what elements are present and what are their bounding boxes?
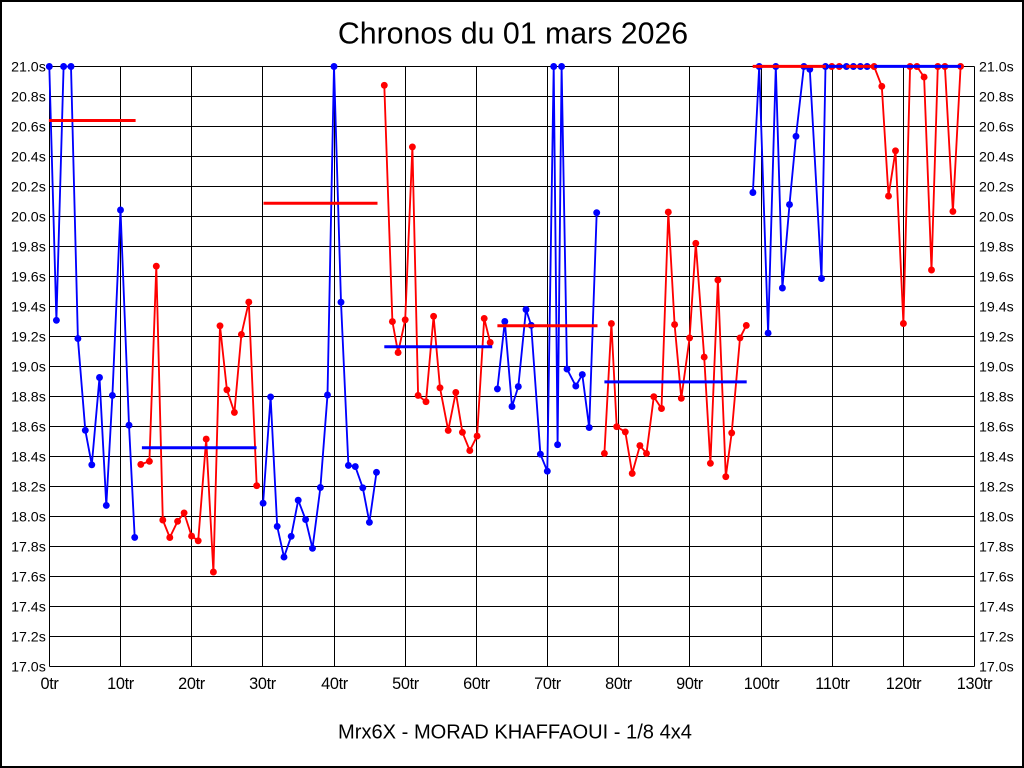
svg-text:80tr: 80tr bbox=[605, 675, 633, 693]
svg-text:20.8s: 20.8s bbox=[979, 89, 1014, 105]
svg-text:18.6s: 18.6s bbox=[11, 419, 46, 435]
svg-text:19.0s: 19.0s bbox=[11, 359, 46, 375]
svg-text:17.4s: 17.4s bbox=[11, 599, 46, 615]
svg-text:20.6s: 20.6s bbox=[11, 119, 46, 135]
svg-text:19.6s: 19.6s bbox=[979, 269, 1014, 285]
svg-text:18.0s: 18.0s bbox=[11, 509, 46, 525]
svg-text:20.2s: 20.2s bbox=[979, 179, 1014, 195]
svg-text:20.4s: 20.4s bbox=[979, 149, 1014, 165]
svg-text:18.2s: 18.2s bbox=[979, 479, 1014, 495]
svg-text:18.8s: 18.8s bbox=[979, 389, 1014, 405]
svg-text:20.0s: 20.0s bbox=[979, 209, 1014, 225]
svg-text:19.0s: 19.0s bbox=[979, 359, 1014, 375]
svg-text:18.6s: 18.6s bbox=[979, 419, 1014, 435]
svg-text:19.4s: 19.4s bbox=[979, 299, 1014, 315]
svg-text:17.6s: 17.6s bbox=[11, 569, 46, 585]
svg-text:21.0s: 21.0s bbox=[11, 59, 46, 75]
svg-text:20.8s: 20.8s bbox=[11, 89, 46, 105]
svg-text:40tr: 40tr bbox=[321, 675, 349, 693]
svg-text:0tr: 0tr bbox=[40, 675, 59, 693]
svg-text:19.6s: 19.6s bbox=[11, 269, 46, 285]
svg-text:10tr: 10tr bbox=[107, 675, 135, 693]
svg-text:17.4s: 17.4s bbox=[979, 599, 1014, 615]
svg-text:20.2s: 20.2s bbox=[11, 179, 46, 195]
svg-text:20.0s: 20.0s bbox=[11, 209, 46, 225]
svg-text:18.2s: 18.2s bbox=[11, 479, 46, 495]
svg-text:20.6s: 20.6s bbox=[979, 119, 1014, 135]
svg-text:17.8s: 17.8s bbox=[979, 539, 1014, 555]
svg-text:17.6s: 17.6s bbox=[979, 569, 1014, 585]
svg-text:19.8s: 19.8s bbox=[11, 239, 46, 255]
svg-text:60tr: 60tr bbox=[463, 675, 491, 693]
svg-text:21.0s: 21.0s bbox=[979, 59, 1014, 75]
svg-text:30tr: 30tr bbox=[249, 675, 277, 693]
svg-text:17.2s: 17.2s bbox=[11, 629, 46, 645]
svg-text:17.0s: 17.0s bbox=[979, 659, 1014, 675]
svg-text:90tr: 90tr bbox=[676, 675, 704, 693]
svg-text:50tr: 50tr bbox=[392, 675, 420, 693]
svg-text:19.8s: 19.8s bbox=[979, 239, 1014, 255]
svg-text:18.8s: 18.8s bbox=[11, 389, 46, 405]
svg-text:Chronos du 01 mars 2026: Chronos du 01 mars 2026 bbox=[338, 18, 688, 51]
svg-text:19.2s: 19.2s bbox=[11, 329, 46, 345]
svg-text:Mrx6X - MORAD KHAFFAOUI - 1/8: Mrx6X - MORAD KHAFFAOUI - 1/8 4x4 bbox=[338, 722, 692, 744]
svg-text:120tr: 120tr bbox=[886, 675, 922, 693]
svg-text:18.0s: 18.0s bbox=[979, 509, 1014, 525]
svg-text:17.0s: 17.0s bbox=[11, 659, 46, 675]
svg-text:17.8s: 17.8s bbox=[11, 539, 46, 555]
svg-text:19.2s: 19.2s bbox=[979, 329, 1014, 345]
svg-text:17.2s: 17.2s bbox=[979, 629, 1014, 645]
svg-text:18.4s: 18.4s bbox=[979, 449, 1014, 465]
svg-text:20tr: 20tr bbox=[178, 675, 206, 693]
svg-text:19.4s: 19.4s bbox=[11, 299, 46, 315]
svg-text:70tr: 70tr bbox=[534, 675, 562, 693]
svg-text:20.4s: 20.4s bbox=[11, 149, 46, 165]
svg-text:18.4s: 18.4s bbox=[11, 449, 46, 465]
svg-text:130tr: 130tr bbox=[957, 675, 993, 693]
svg-text:110tr: 110tr bbox=[815, 675, 850, 693]
svg-text:100tr: 100tr bbox=[744, 675, 780, 693]
